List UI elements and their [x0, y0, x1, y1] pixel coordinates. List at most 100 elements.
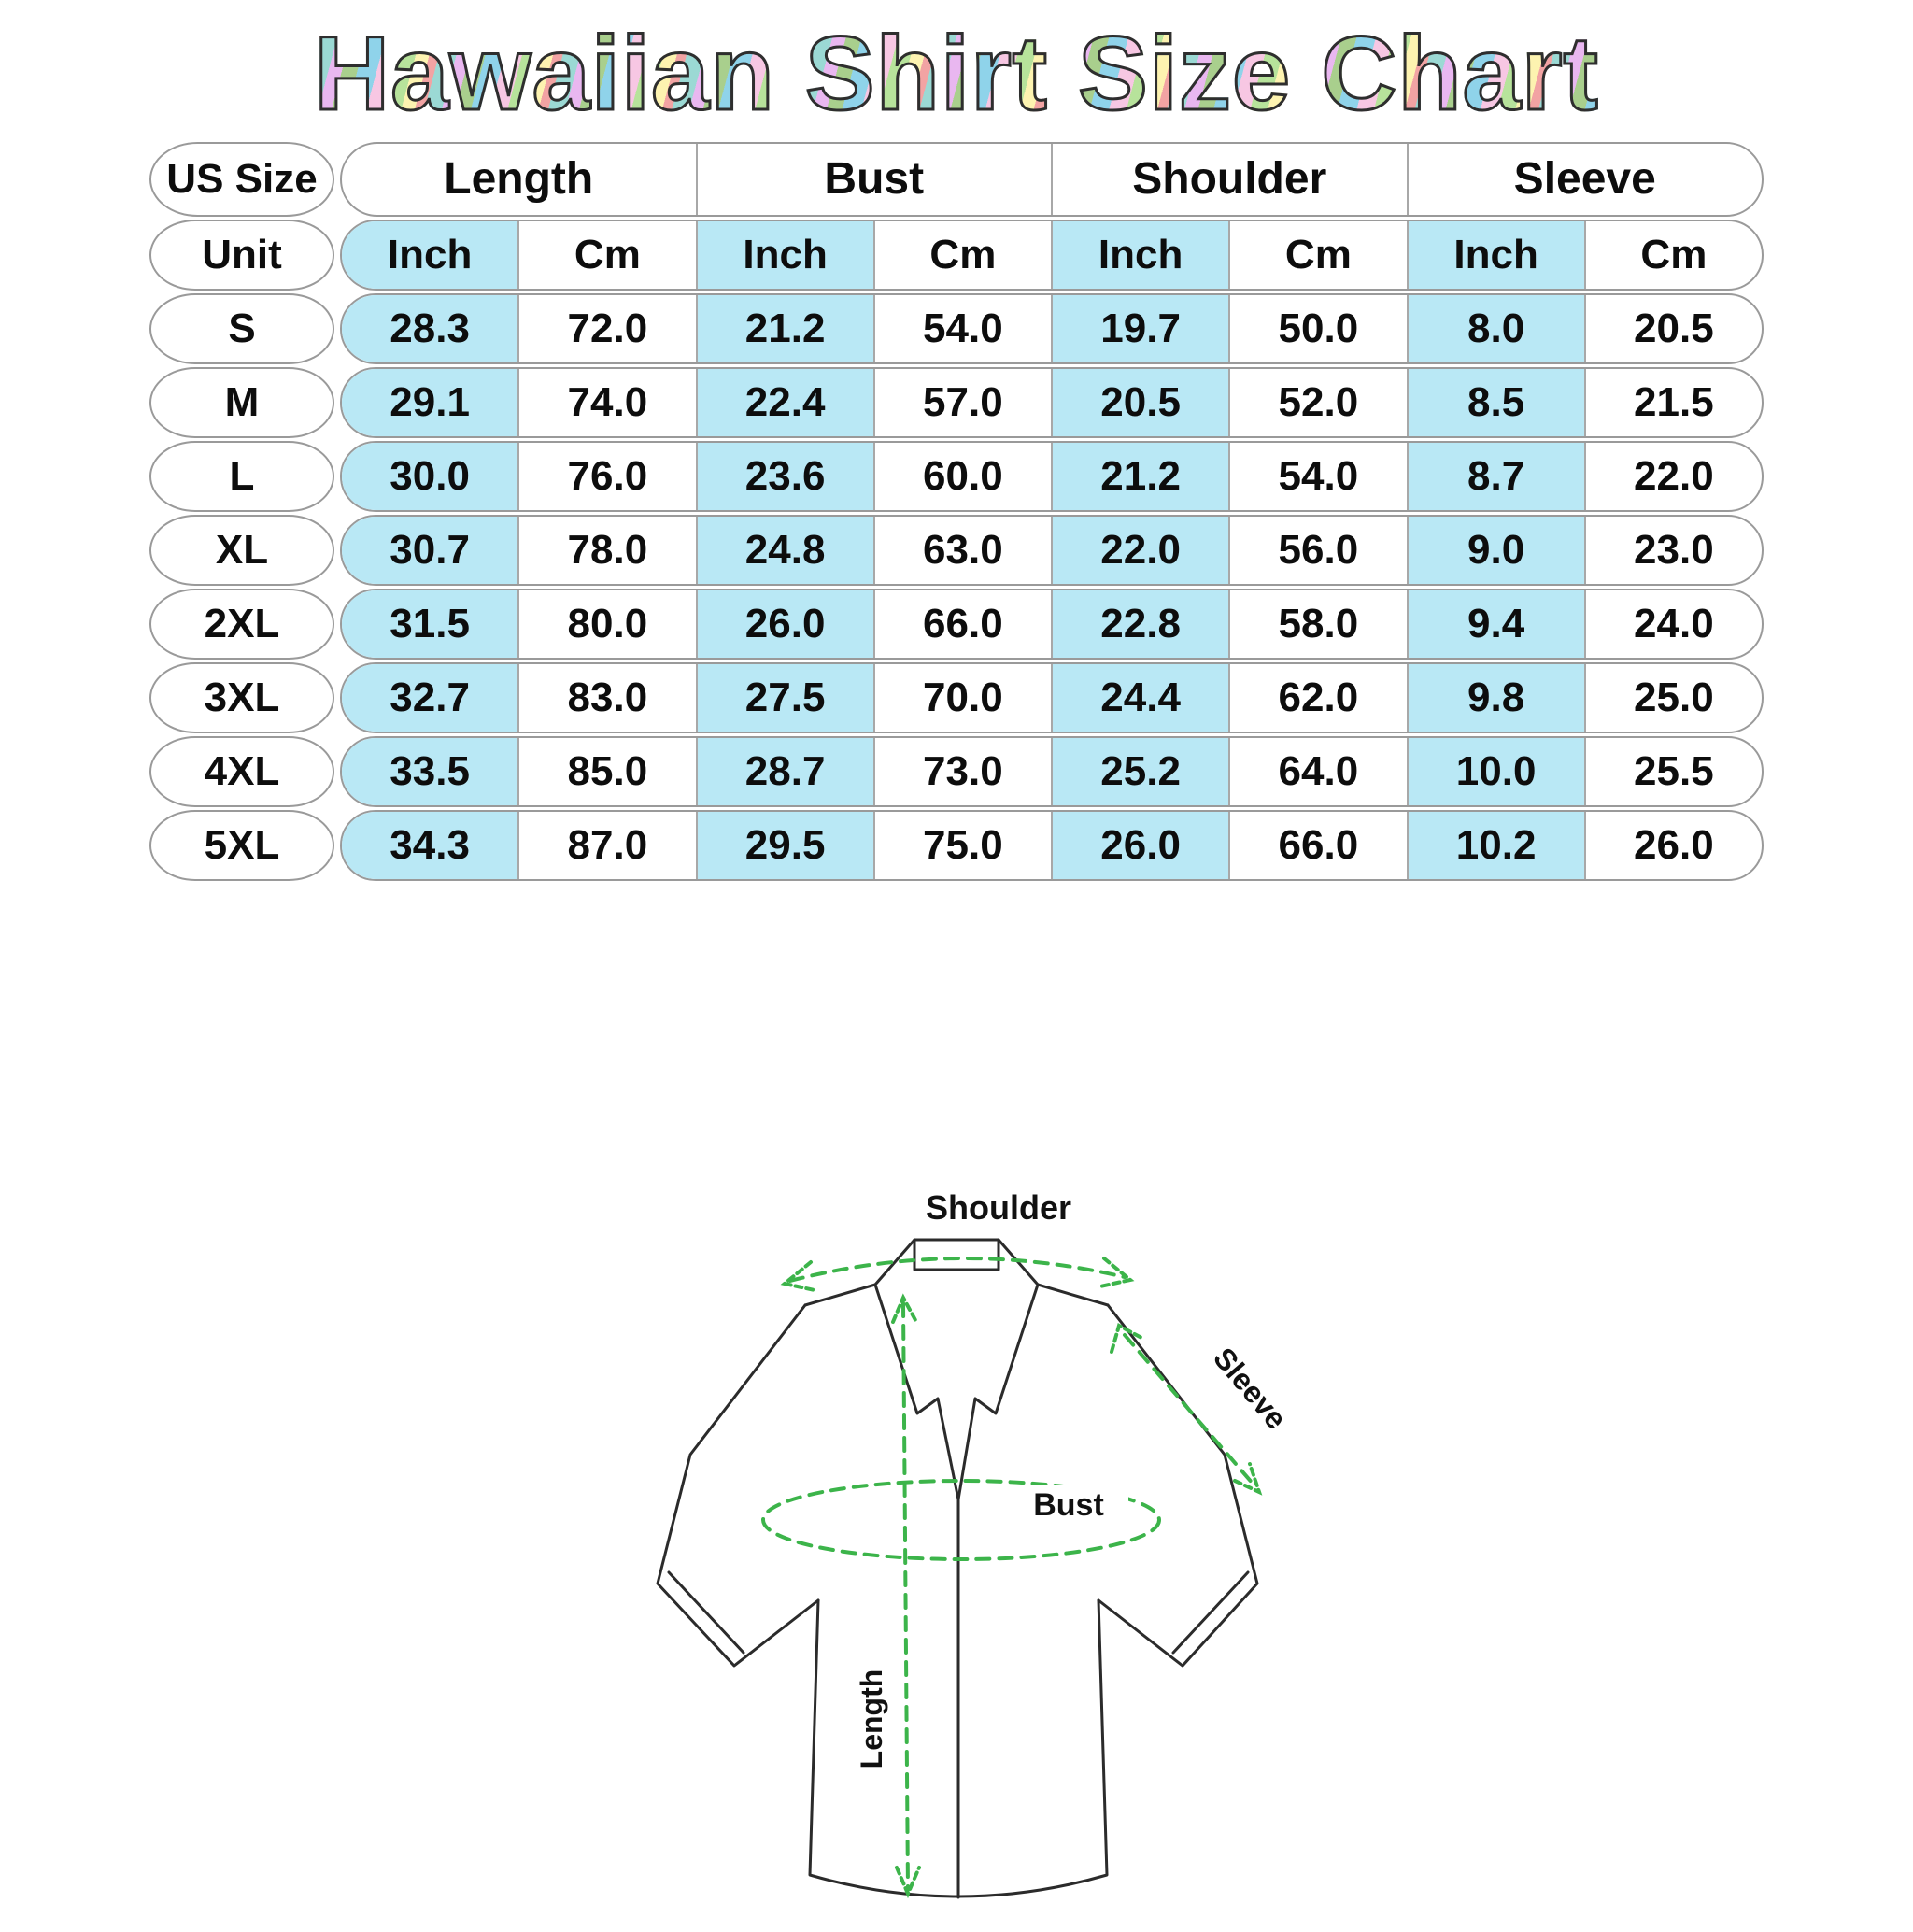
value-cell: 30.7	[342, 516, 518, 584]
value-cell: 75.0	[872, 811, 1051, 879]
value-cell: 28.7	[695, 737, 873, 805]
header-length: Length	[444, 154, 594, 205]
value-cell: 22.0	[1051, 516, 1229, 584]
row-values: 30.0 76.0 23.6 60.0 21.2 54.0 8.7 22.0	[340, 440, 1764, 512]
unit-group: Inch Cm Inch Cm Inch Cm Inch Cm	[340, 219, 1764, 291]
unit-cell: Inch	[1406, 220, 1584, 289]
value-cell: 54.0	[1228, 442, 1406, 510]
value-cell: 8.0	[1406, 294, 1584, 362]
size-cell: 4XL	[149, 735, 334, 807]
size-cell: 5XL	[149, 809, 334, 881]
row-values: 28.3 72.0 21.2 54.0 19.7 50.0 8.0 20.5	[340, 292, 1764, 364]
value-cell: 31.5	[342, 590, 518, 658]
value-cell: 52.0	[1228, 368, 1406, 436]
row-values: 32.7 83.0 27.5 70.0 24.4 62.0 9.8 25.0	[340, 661, 1764, 733]
value-cell: 26.0	[1051, 811, 1229, 879]
value-cell: 66.0	[872, 590, 1051, 658]
size-chart-table: US Size Length Bust Shoulder Sleeve Unit…	[149, 141, 1764, 881]
arrowhead-icon	[895, 1865, 921, 1898]
value-cell: 54.0	[872, 294, 1051, 362]
table-row: 3XL 32.7 83.0 27.5 70.0 24.4 62.0 9.8 25…	[149, 661, 1764, 733]
value-cell: 57.0	[872, 368, 1051, 436]
row-values: 30.7 78.0 24.8 63.0 22.0 56.0 9.0 23.0	[340, 514, 1764, 586]
size-cell: 2XL	[149, 588, 334, 660]
value-cell: 29.5	[695, 811, 873, 879]
value-cell: 20.5	[1051, 368, 1229, 436]
table-row: S 28.3 72.0 21.2 54.0 19.7 50.0 8.0 20.5	[149, 292, 1764, 364]
page-title: Hawaiian Shirt Size Chart	[0, 17, 1913, 129]
value-cell: 25.0	[1583, 663, 1762, 732]
value-cell: 19.7	[1051, 294, 1229, 362]
value-cell: 58.0	[1228, 590, 1406, 658]
value-cell: 33.5	[342, 737, 518, 805]
value-cell: 21.2	[695, 294, 873, 362]
value-cell: 24.4	[1051, 663, 1229, 732]
value-cell: 9.4	[1406, 590, 1584, 658]
size-cell: S	[149, 292, 334, 364]
value-cell: 66.0	[1228, 811, 1406, 879]
sleeve-measure-line	[1123, 1332, 1255, 1486]
value-cell: 25.5	[1583, 737, 1762, 805]
header-group: Length Bust Shoulder Sleeve	[340, 141, 1764, 217]
row-values: 29.1 74.0 22.4 57.0 20.5 52.0 8.5 21.5	[340, 366, 1764, 438]
table-row: L 30.0 76.0 23.6 60.0 21.2 54.0 8.7 22.0	[149, 440, 1764, 512]
shoulder-measure-line	[788, 1256, 1127, 1283]
value-cell: 87.0	[517, 811, 695, 879]
value-cell: 83.0	[517, 663, 695, 732]
value-cell: 73.0	[872, 737, 1051, 805]
table-header-row: US Size Length Bust Shoulder Sleeve	[149, 141, 1764, 217]
value-cell: 27.5	[695, 663, 873, 732]
size-cell: M	[149, 366, 334, 438]
arrowhead-icon	[780, 1259, 816, 1292]
value-cell: 22.0	[1583, 442, 1762, 510]
row-values: 31.5 80.0 26.0 66.0 22.8 58.0 9.4 24.0	[340, 588, 1764, 660]
value-cell: 85.0	[517, 737, 695, 805]
row-values: 34.3 87.0 29.5 75.0 26.0 66.0 10.2 26.0	[340, 809, 1764, 881]
value-cell: 23.6	[695, 442, 873, 510]
table-row: 4XL 33.5 85.0 28.7 73.0 25.2 64.0 10.0 2…	[149, 735, 1764, 807]
header-shoulder: Shoulder	[1051, 143, 1407, 215]
value-cell: 22.8	[1051, 590, 1229, 658]
table-row: XL 30.7 78.0 24.8 63.0 22.0 56.0 9.0 23.…	[149, 514, 1764, 586]
value-cell: 34.3	[342, 811, 518, 879]
unit-label-cell: Unit	[149, 219, 334, 291]
value-cell: 78.0	[517, 516, 695, 584]
table-row: 5XL 34.3 87.0 29.5 75.0 26.0 66.0 10.2 2…	[149, 809, 1764, 881]
arrowhead-icon	[1098, 1256, 1135, 1288]
value-cell: 70.0	[872, 663, 1051, 732]
value-cell: 74.0	[517, 368, 695, 436]
value-cell: 64.0	[1228, 737, 1406, 805]
value-cell: 60.0	[872, 442, 1051, 510]
value-cell: 10.0	[1406, 737, 1584, 805]
unit-cell: Inch	[342, 220, 518, 289]
value-cell: 26.0	[1583, 811, 1762, 879]
value-cell: 26.0	[695, 590, 873, 658]
size-cell: XL	[149, 514, 334, 586]
header-sleeve: Sleeve	[1406, 143, 1763, 215]
unit-cell: Cm	[872, 220, 1051, 289]
value-cell: 22.4	[695, 368, 873, 436]
measurement-marks	[761, 1256, 1263, 1898]
arrowhead-icon	[1110, 1322, 1145, 1354]
size-cell: L	[149, 440, 334, 512]
value-cell: 8.5	[1406, 368, 1584, 436]
value-cell: 21.5	[1583, 368, 1762, 436]
bust-label-backing	[1009, 1484, 1128, 1524]
value-cell: 10.2	[1406, 811, 1584, 879]
value-cell: 28.3	[342, 294, 518, 362]
unit-cell: Inch	[1051, 220, 1229, 289]
arrowhead-icon	[1233, 1461, 1263, 1496]
value-cell: 56.0	[1228, 516, 1406, 584]
value-cell: 80.0	[517, 590, 695, 658]
row-values: 33.5 85.0 28.7 73.0 25.2 64.0 10.0 25.5	[340, 735, 1764, 807]
bust-measure-ellipse	[761, 1478, 1161, 1561]
value-cell: 24.0	[1583, 590, 1762, 658]
value-cell: 32.7	[342, 663, 518, 732]
size-cell: 3XL	[149, 661, 334, 733]
value-cell: 20.5	[1583, 294, 1762, 362]
unit-cell: Cm	[517, 220, 695, 289]
sleeve-label: Sleeve	[1207, 1341, 1294, 1435]
value-cell: 63.0	[872, 516, 1051, 584]
length-measure-line	[901, 1300, 910, 1892]
value-cell: 21.2	[1051, 442, 1229, 510]
